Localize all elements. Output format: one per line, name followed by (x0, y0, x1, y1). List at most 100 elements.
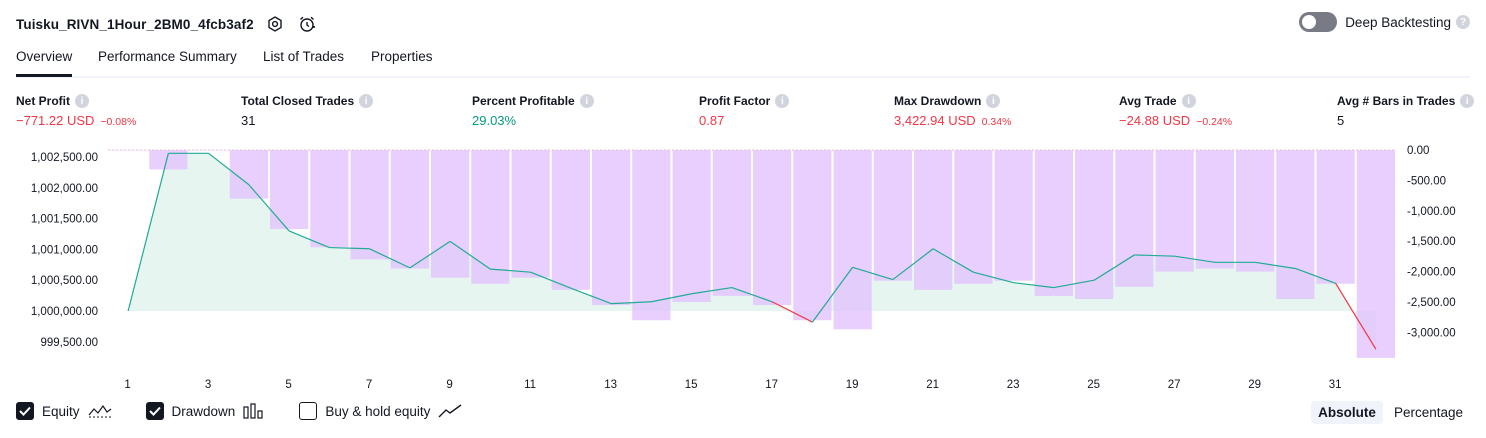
metric-value: 31 (241, 113, 256, 128)
drawdown-bar (914, 150, 953, 290)
tab-overview[interactable]: Overview (16, 46, 73, 77)
equity-line-segment (892, 248, 934, 281)
drawdown-checkbox[interactable] (145, 402, 164, 420)
metric-label: Percent Profitable i (472, 93, 594, 109)
drawdown-bar (310, 150, 349, 248)
tab-list-of-trades[interactable]: List of Trades (263, 49, 345, 64)
info-icon[interactable]: i (579, 94, 594, 108)
legend-equity[interactable]: Equity (16, 402, 112, 420)
drawdown-bar (390, 150, 429, 269)
x-axis-tick-label: 7 (366, 379, 372, 391)
right-axis-tick-label: -1,500.00 (1407, 236, 1456, 248)
mode-absolute[interactable]: Absolute (1311, 401, 1383, 424)
x-axis-tick-label: 31 (1329, 379, 1342, 391)
metric-value: −24.88 USD −0.24% (1119, 113, 1233, 128)
right-axis-tick-label: -500.00 (1407, 175, 1446, 187)
drawdown-bar (753, 150, 792, 306)
x-axis-tick-label: 27 (1168, 379, 1181, 391)
tab-performance-summary[interactable]: Performance Summary (98, 49, 237, 64)
equity-drawdown-chart[interactable]: 1,002,500.00 1,002,000.00 1,001,500.00 1,00… (0, 140, 1486, 396)
metric-total-closed-trades: Total Closed Trades i 31 (241, 93, 374, 128)
left-axis-tick-label: 1,002,500.00 (31, 152, 98, 164)
metric-percent: 0.34% (981, 116, 1012, 128)
drawdown-bar (189, 150, 228, 151)
toggle-knob (1302, 15, 1317, 29)
left-axis-tick-label: 1,000,000.00 (31, 306, 98, 318)
equity-line-segment (691, 286, 732, 295)
equity-checkbox[interactable] (16, 402, 34, 420)
equity-line-segment (811, 266, 854, 323)
drawdown-bar (1276, 150, 1315, 299)
help-icon[interactable]: ? (1456, 15, 1470, 29)
drawdown-bar (551, 150, 590, 290)
legend-buy-hold[interactable]: Buy & hold equity (299, 402, 462, 420)
metric-max-drawdown: Max Drawdown i 3,422.94 USD 0.34% (894, 93, 1011, 128)
legend-label: Buy & hold equity (325, 403, 431, 419)
equity-line-segment (449, 240, 491, 270)
equity-line-segment (288, 230, 330, 249)
metric-net-profit: Net Profit i −771.22 USD −0.08% (16, 93, 136, 128)
drawdown-bar (109, 150, 148, 151)
right-axis-tick-label: -2,000.00 (1407, 267, 1456, 279)
drawdown-bar (1316, 150, 1355, 284)
equity-line-segment (1134, 254, 1175, 257)
metric-label: Avg Trade i (1119, 93, 1232, 109)
drawdown-bar (350, 150, 389, 260)
left-axis-tick-label: 1,002,000.00 (31, 183, 98, 195)
deep-backtesting-label: Deep Backtesting (1345, 14, 1451, 30)
settings-gear-icon[interactable] (264, 13, 286, 35)
equity-line-segment (731, 287, 773, 303)
info-icon[interactable]: i (775, 94, 790, 108)
buy-hold-checkbox[interactable] (299, 402, 318, 420)
metric-percent-profitable: Percent Profitable i 29.03% (472, 93, 594, 128)
x-axis-tick-label: 9 (446, 379, 452, 391)
left-axis-tick-label: 1,001,000.00 (31, 244, 98, 256)
info-icon[interactable]: i (75, 94, 89, 108)
info-icon[interactable]: i (1181, 94, 1196, 108)
x-axis-tick-label: 3 (205, 379, 211, 391)
alarm-clock-icon[interactable] (296, 13, 318, 35)
strategy-title: Tuisku_RIVN_1Hour_2BM0_4fcb3af2 (16, 16, 254, 32)
equity-line-segment (1174, 255, 1215, 263)
info-icon[interactable]: i (359, 94, 374, 108)
drawdown-bar (471, 150, 510, 284)
info-icon[interactable]: i (1460, 94, 1475, 108)
tab-properties[interactable]: Properties (371, 49, 433, 64)
drawdown-bar (672, 150, 711, 302)
drawdown-bar (1034, 150, 1073, 296)
drawdown-bar (1155, 150, 1194, 272)
equity-area (128, 153, 1376, 350)
metric-avg-trade: Avg Trade i −24.88 USD −0.24% (1119, 93, 1232, 128)
drawdown-bar (431, 150, 470, 278)
metric-label: Total Closed Trades i (241, 93, 374, 109)
left-axis-tick-label: 999,500.00 (40, 337, 98, 349)
drawdown-bar (833, 150, 872, 330)
info-icon[interactable]: i (986, 94, 1001, 108)
x-axis-tick-label: 5 (285, 379, 291, 391)
equity-line-segment (490, 268, 531, 273)
drawdown-bar (511, 150, 550, 278)
metric-label: Max Drawdown i (894, 93, 1011, 109)
strategy-header: Tuisku_RIVN_1Hour_2BM0_4fcb3af2 (16, 10, 318, 38)
x-axis-tick-label: 1 (124, 379, 130, 391)
equity-line-segment (127, 153, 169, 312)
x-axis-tick-label: 15 (685, 379, 698, 391)
metric-label: Net Profit i (16, 93, 136, 109)
deep-backtesting-toggle[interactable] (1299, 12, 1338, 32)
mode-percentage[interactable]: Percentage (1393, 405, 1463, 420)
drawdown-bar (994, 150, 1033, 281)
deep-backtesting-control: Deep Backtesting ? (1299, 12, 1470, 32)
metric-label: Avg # Bars in Trades i (1337, 93, 1475, 109)
drawdown-bar (1075, 150, 1114, 299)
x-axis-tick-label: 19 (846, 379, 859, 391)
equity-line-segment (1255, 261, 1296, 270)
drawdown-bars-icon (243, 403, 265, 419)
metric-value: −771.22 USD −0.08% (16, 113, 137, 128)
report-tabs: Overview Performance Summary List of Tra… (16, 46, 1470, 78)
legend-drawdown[interactable]: Drawdown (145, 402, 266, 420)
metric-value: 0.87 (699, 113, 725, 128)
buy-hold-line-icon (438, 403, 462, 419)
right-axis-tick-label: -2,500.00 (1407, 297, 1456, 309)
right-axis-tick-label: -1,000.00 (1407, 206, 1456, 218)
metric-label: Profit Factor i (699, 93, 790, 109)
